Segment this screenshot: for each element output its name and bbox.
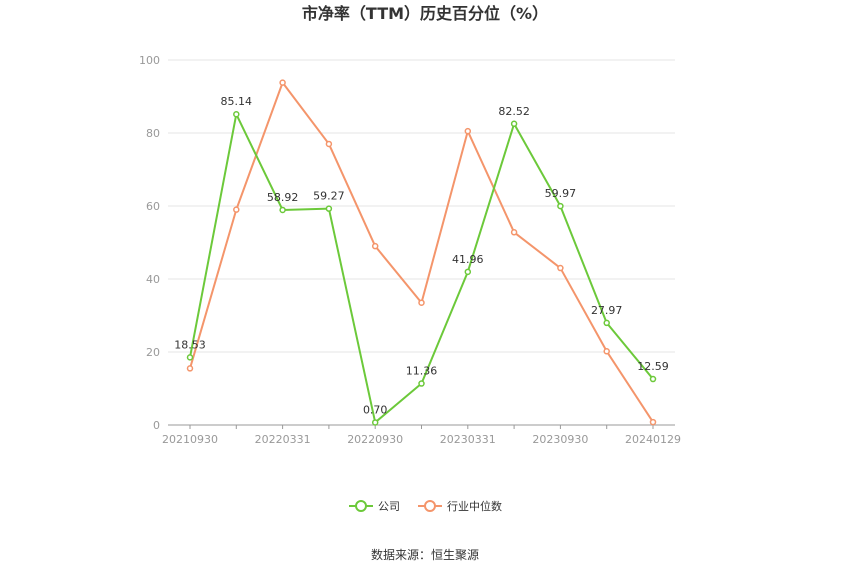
data-point [233,110,240,118]
x-axis: 20210930 20220331 20220930 20230331 20230930… [162,424,681,446]
x-tick-label: 20230930 [532,433,588,446]
y-tick-label: 40 [146,273,160,286]
series-layer [186,79,657,426]
data-point [325,140,333,148]
data-point [371,419,379,426]
legend-label: 公司 [378,500,400,513]
data-point [325,205,333,212]
data-point [186,365,194,372]
data-label: 82.52 [498,105,530,118]
data-point [279,79,286,86]
y-tick-label: 20 [146,346,160,359]
data-point [510,120,518,128]
data-point [557,202,564,210]
data-point [510,229,518,236]
legend-swatch-marker [424,500,436,512]
data-point [603,319,610,327]
data-label: 11.36 [406,365,438,378]
x-tick-label: 20220331 [255,433,311,446]
y-tick-label: 0 [153,419,160,432]
data-point [418,380,425,387]
data-point [649,418,657,426]
data-point [371,242,379,250]
data-label: 0.70 [363,403,388,416]
data-point [557,264,564,272]
data-label: 85.14 [221,95,253,108]
data-label: 59.27 [313,190,345,203]
y-tick-label: 60 [146,200,160,213]
x-tick-label: 20210930 [162,433,218,446]
y-tick-label: 80 [146,127,160,140]
x-tick-label: 20240129 [625,433,681,446]
data-label: 27.97 [591,304,623,317]
data-label: 58.92 [267,191,299,204]
data-point [464,127,472,135]
x-tick-label: 20230331 [440,433,496,446]
data-point [186,354,194,361]
y-tick-label: 100 [139,54,160,67]
data-point [649,375,657,383]
x-tick-label: 20220930 [347,433,403,446]
data-label: 59.97 [545,187,577,200]
data-point [464,268,472,276]
data-label: 41.96 [452,253,484,266]
grid [168,59,675,353]
data-labels: 18.53 85.14 58.92 59.27 0.70 11.36 41.96 82.52 5… [174,95,669,416]
chart-title: 市净率（TTM）历史百分位（%） [302,4,548,23]
data-point [418,299,425,306]
data-point [279,206,286,214]
legend-swatch-marker [355,500,367,512]
legend-label: 行业中位数 [447,499,502,513]
data-point [603,348,610,355]
data-label: 12.59 [637,360,669,373]
y-axis: 0 20 40 60 80 100 [139,54,160,432]
data-source: 数据来源：恒生聚源 [371,547,479,562]
data-label: 18.53 [174,338,206,351]
data-point [233,206,240,213]
legend: 公司 行业中位数 [349,499,502,513]
